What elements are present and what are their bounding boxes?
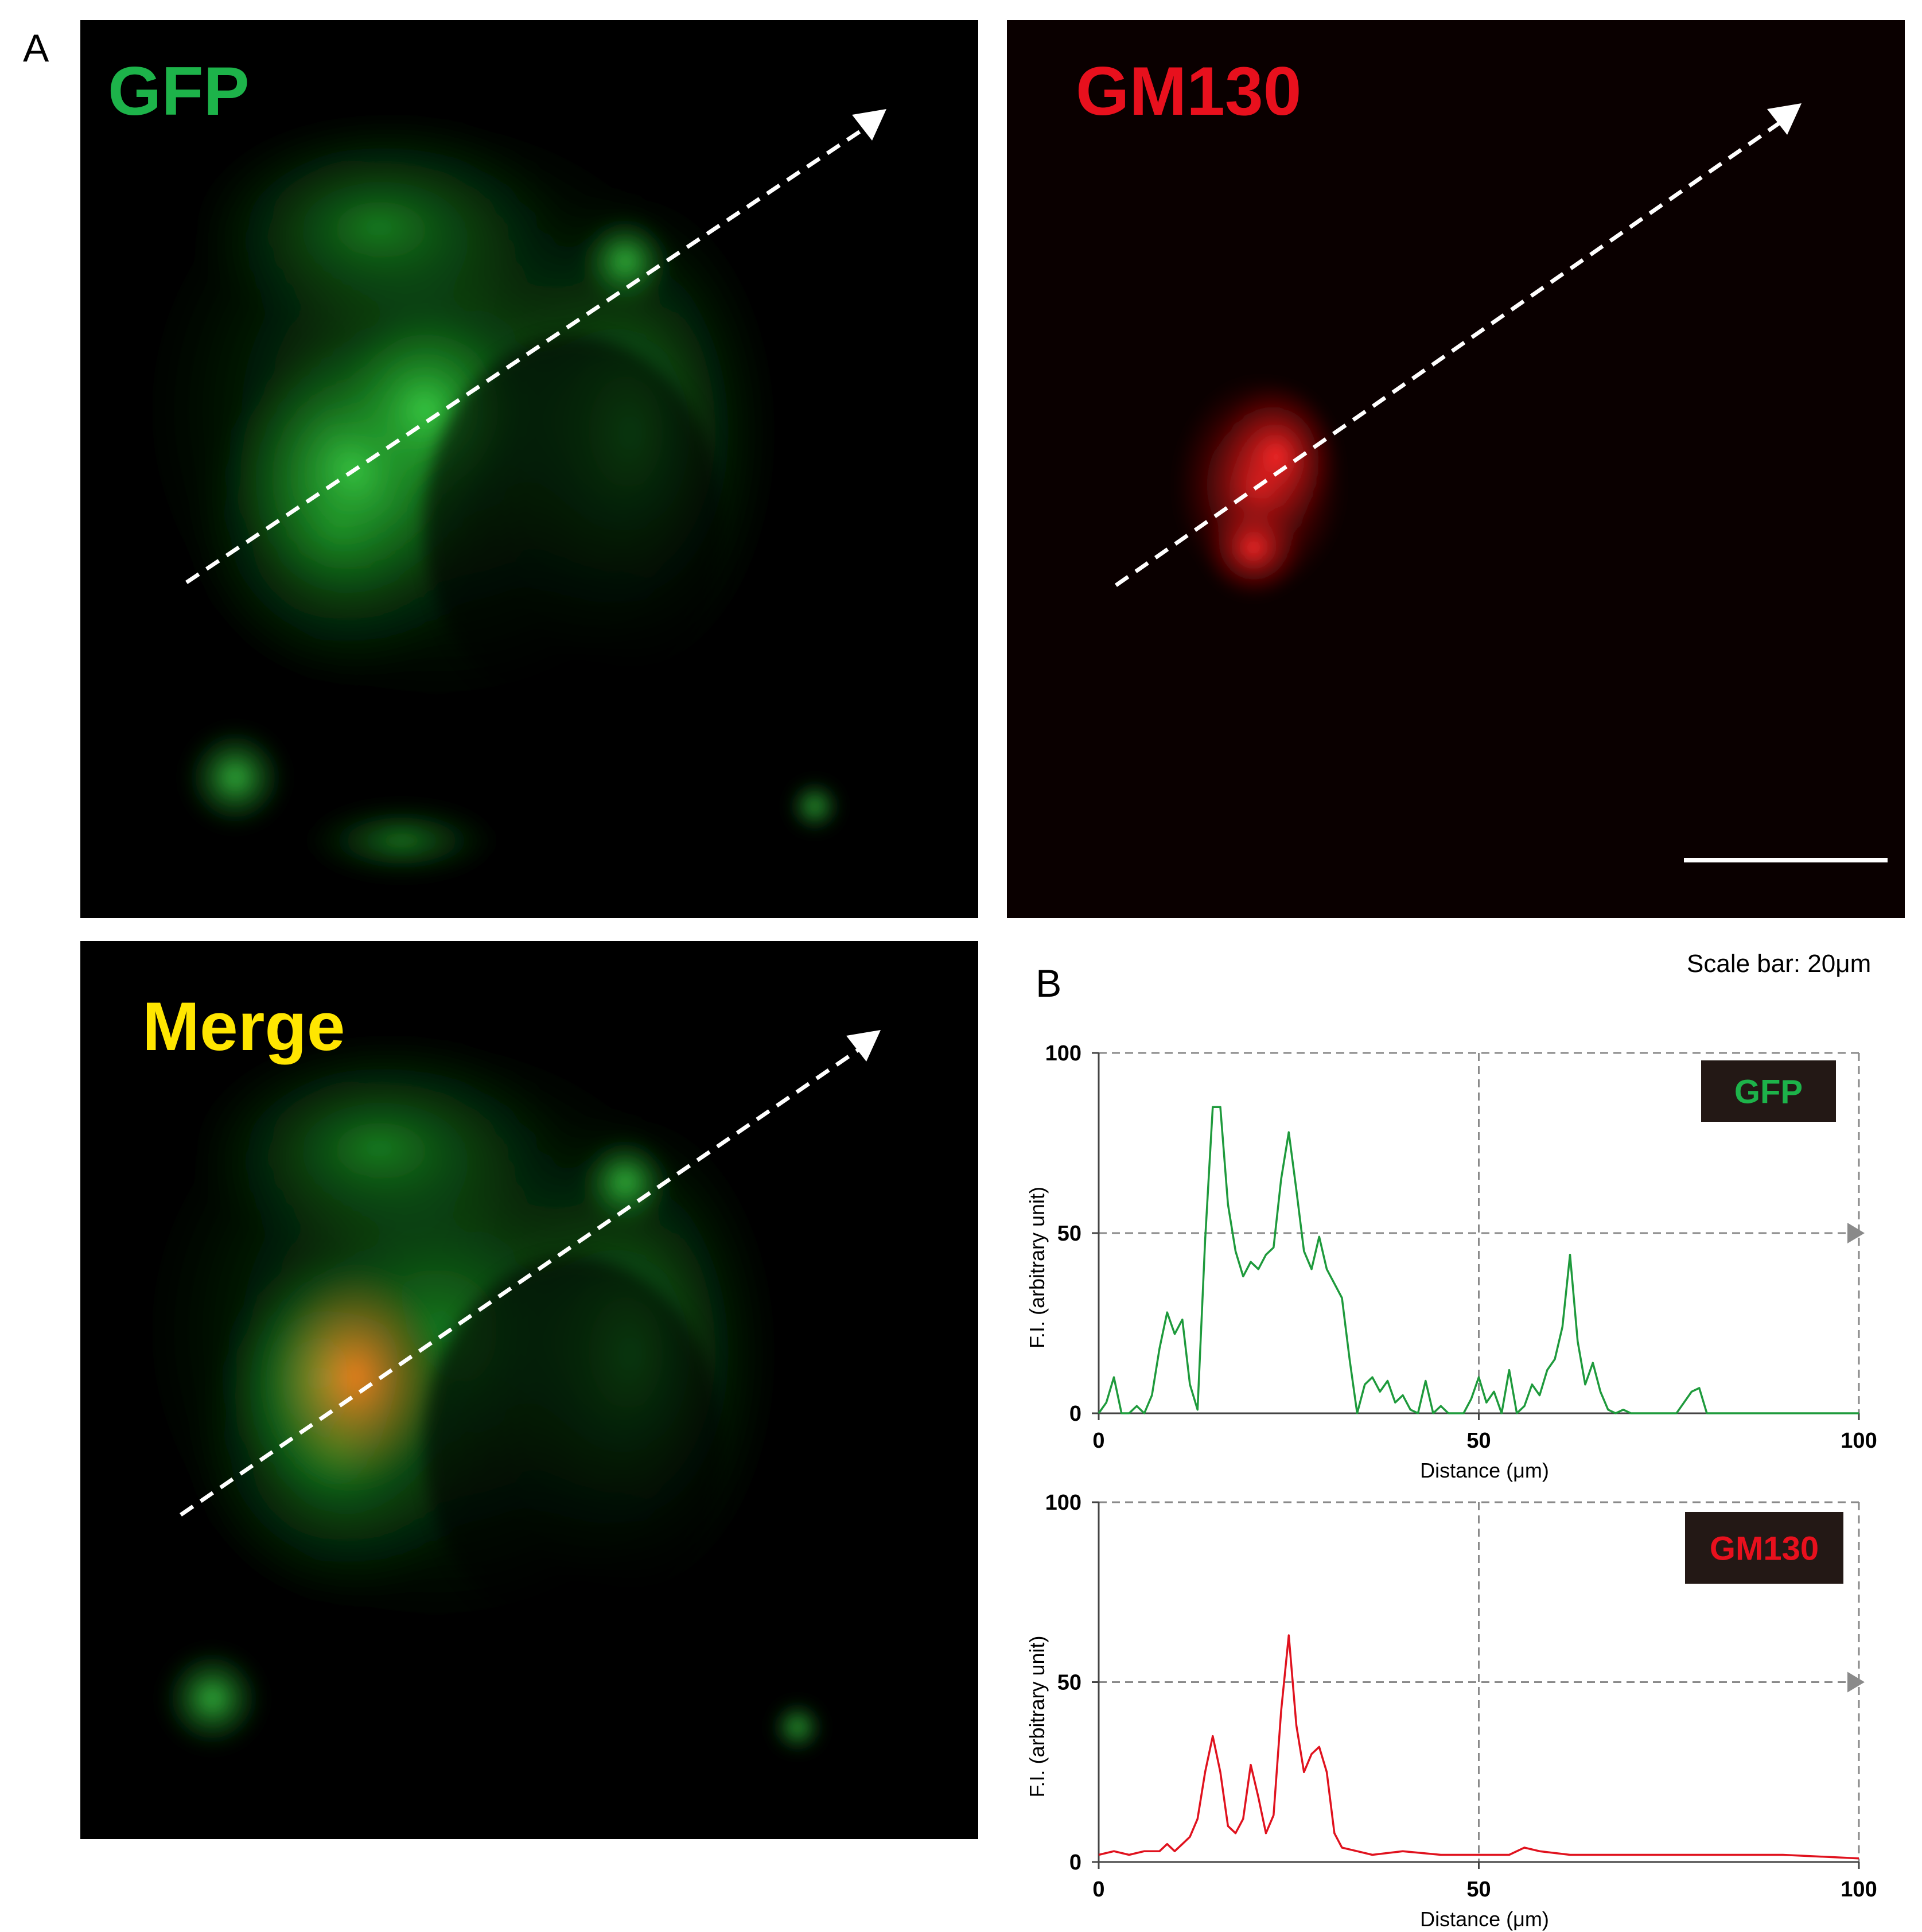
- gfp-image: [138, 109, 886, 881]
- series-line: [1098, 1634, 1859, 1860]
- x-tick-label: 0: [1092, 1429, 1104, 1453]
- y-tick-label: 50: [1057, 1222, 1081, 1246]
- panel-b-label: B: [1036, 962, 1062, 1005]
- merge-micrograph: Merge: [80, 941, 978, 1839]
- y-tick-label: 100: [1045, 1041, 1081, 1066]
- legend-label: GFP: [1734, 1074, 1803, 1111]
- x-tick-label: 50: [1466, 1429, 1491, 1453]
- legend-box: [1685, 1512, 1843, 1584]
- scale-bar: [1684, 858, 1888, 862]
- gfp-micrograph: GFP: [80, 20, 978, 918]
- gm130-label: GM130: [1076, 53, 1302, 130]
- x-tick-label: 50: [1466, 1877, 1491, 1902]
- y-tick-label: 100: [1045, 1491, 1081, 1515]
- panel-a-label: A: [23, 26, 49, 70]
- y-tick-label: 50: [1057, 1671, 1081, 1695]
- gfp-label: GFP: [108, 53, 250, 130]
- series-line: [1098, 1106, 1859, 1414]
- y-axis-label: F.I. (arbitrary unit): [1025, 1635, 1049, 1797]
- gridline-arrowhead: [1847, 1223, 1865, 1243]
- x-tick-label: 0: [1092, 1877, 1104, 1902]
- y-axis-label: F.I. (arbitrary unit): [1025, 1187, 1049, 1348]
- x-axis-label: Distance (μm): [1420, 1907, 1549, 1931]
- scale-bar-caption: Scale bar: 20μm: [1687, 950, 1872, 978]
- legend-label: GM130: [1710, 1530, 1819, 1568]
- gm130-micrograph: GM130: [1007, 20, 1905, 918]
- x-tick-label: 100: [1841, 1429, 1877, 1453]
- x-axis-label: Distance (μm): [1420, 1459, 1549, 1482]
- merge-image: [138, 1030, 881, 1753]
- y-tick-label: 0: [1069, 1402, 1081, 1426]
- gm130-image: [1007, 20, 1905, 918]
- x-tick-label: 100: [1841, 1877, 1877, 1902]
- y-tick-label: 0: [1069, 1851, 1081, 1875]
- merge-label: Merge: [142, 988, 345, 1065]
- legend-box: [1701, 1060, 1836, 1122]
- gridline-arrowhead: [1847, 1671, 1865, 1693]
